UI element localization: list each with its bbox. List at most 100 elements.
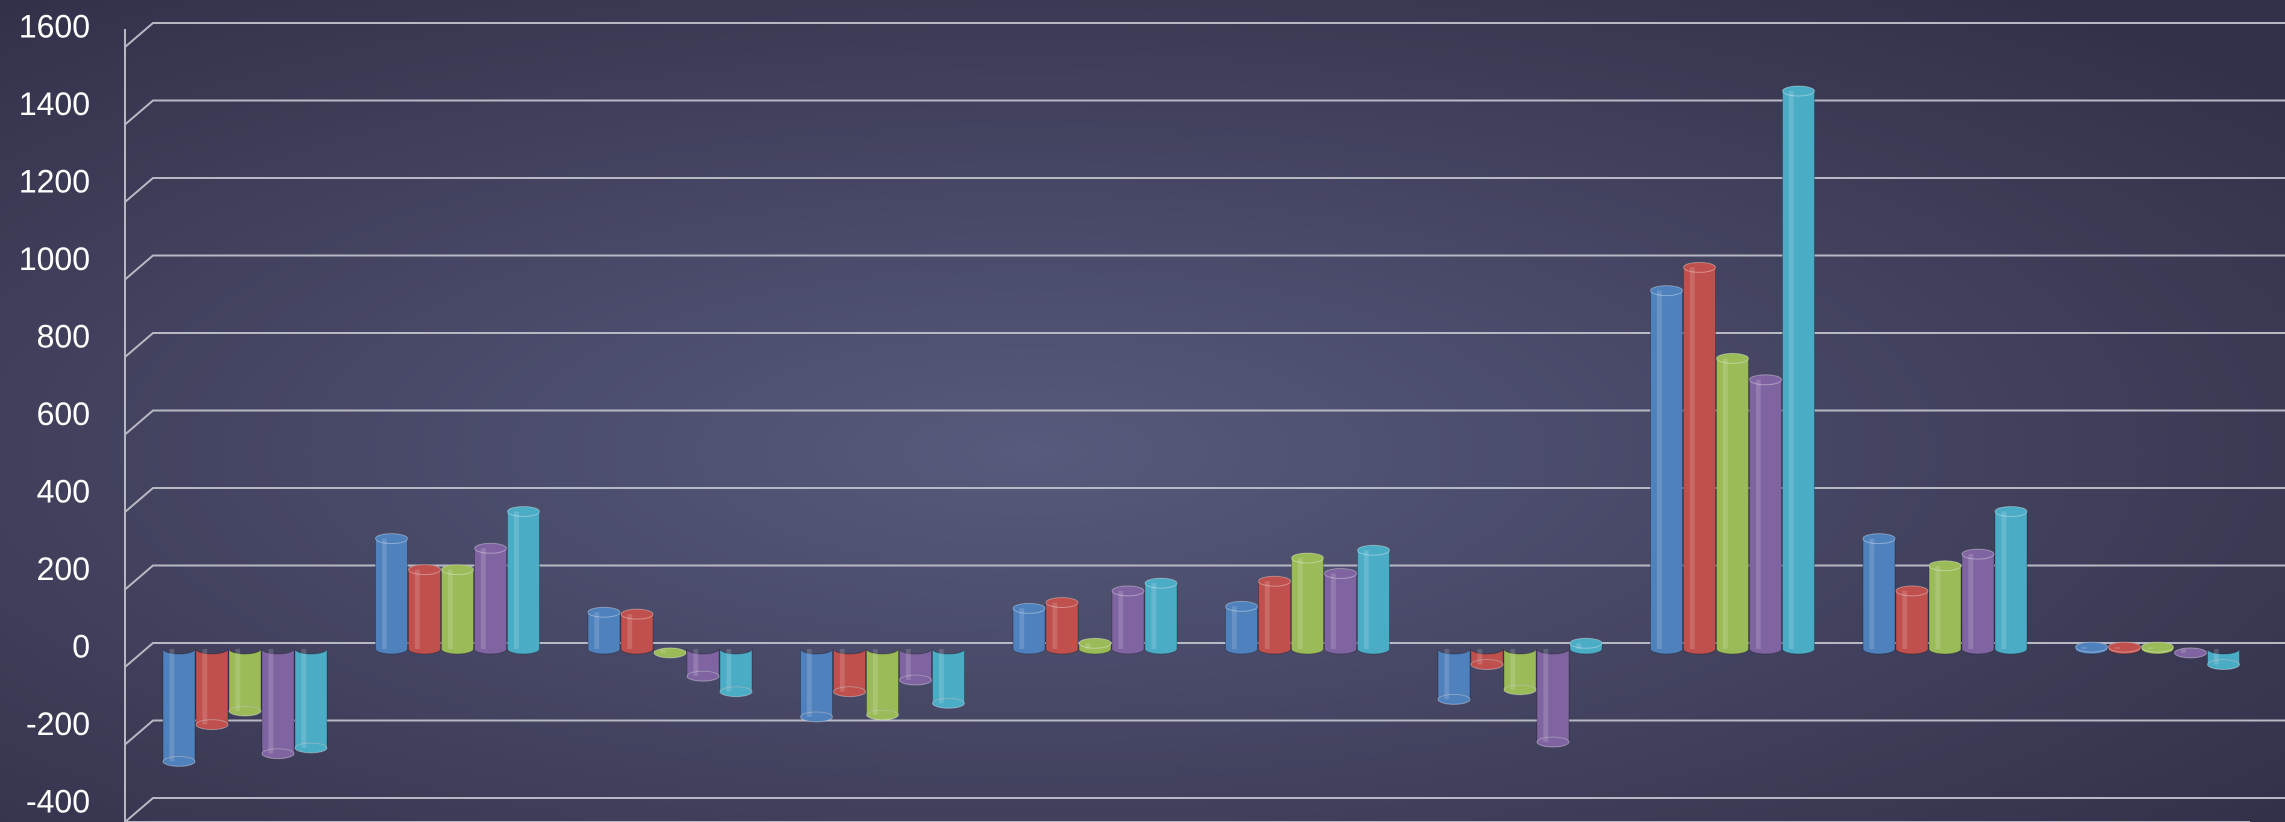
bar xyxy=(507,505,540,655)
bar-shine xyxy=(872,649,878,715)
bar-cap xyxy=(620,608,654,620)
grid-line xyxy=(124,487,2285,513)
bar-cap xyxy=(1503,684,1537,696)
bar-cap xyxy=(1650,285,1683,297)
bar-cap xyxy=(1862,533,1896,545)
bar xyxy=(441,564,474,655)
bar-cap xyxy=(2108,641,2141,653)
bar-shine xyxy=(806,649,812,717)
bar-cap xyxy=(1749,374,1782,386)
bar-cap xyxy=(1357,544,1390,556)
bar-shine xyxy=(1935,565,1941,649)
y-tick-label: 1200 xyxy=(19,163,90,199)
bar xyxy=(1928,560,1962,655)
bar-cap xyxy=(1569,637,1603,649)
bar-cap xyxy=(375,533,408,545)
bar-cap xyxy=(1994,505,2028,517)
bar xyxy=(162,648,196,762)
bar-shine xyxy=(235,649,241,711)
bar-shine xyxy=(301,649,307,748)
bar-shine xyxy=(414,569,420,649)
bar-cap xyxy=(441,564,474,576)
bar-shine xyxy=(381,538,387,649)
bar-cap xyxy=(1716,352,1749,364)
bar xyxy=(1144,577,1178,655)
bar-shine xyxy=(726,649,732,692)
bar-cap xyxy=(1324,567,1357,579)
grid-line xyxy=(124,797,2285,822)
bar-cap xyxy=(1111,585,1145,597)
bar-shine xyxy=(1330,573,1336,649)
bar-cap xyxy=(1078,637,1112,649)
bar xyxy=(408,564,441,655)
bar-cap xyxy=(474,542,507,554)
bar xyxy=(866,648,899,716)
bar-cap xyxy=(1536,736,1570,748)
bar xyxy=(1357,544,1390,655)
bar-shine xyxy=(1052,602,1058,649)
bar-cap xyxy=(1895,585,1929,597)
bar xyxy=(375,533,408,655)
bar xyxy=(1650,285,1683,655)
bar-cap xyxy=(1291,552,1324,564)
bar-cap xyxy=(800,711,833,723)
bar-shine xyxy=(905,649,911,680)
grid-line xyxy=(124,564,2285,591)
bar-cap xyxy=(587,606,621,618)
bar xyxy=(294,648,328,748)
bar-cap xyxy=(408,564,441,576)
bar-shine xyxy=(1118,590,1124,649)
bar xyxy=(1749,374,1782,655)
bar-cap xyxy=(2207,659,2240,670)
y-tick-label: 1000 xyxy=(19,241,90,277)
bar-cap xyxy=(1144,577,1178,589)
bar-shine xyxy=(2213,649,2219,665)
bar-shine xyxy=(1297,557,1303,649)
bar-shine xyxy=(1689,267,1695,649)
bar-shine xyxy=(202,649,208,725)
bar-cap xyxy=(1437,693,1471,705)
bar xyxy=(1437,648,1471,700)
bar-shine xyxy=(1510,649,1516,690)
bar xyxy=(1683,261,1716,655)
y-tick-label: 600 xyxy=(37,396,90,432)
bar xyxy=(800,648,833,717)
grid-line xyxy=(124,177,2285,203)
bar-shine xyxy=(2180,649,2186,653)
bar-cap xyxy=(2174,647,2207,659)
bar-cap xyxy=(1782,85,1815,97)
bar-cap xyxy=(833,686,866,698)
bar xyxy=(833,648,866,692)
bar-cap xyxy=(2075,641,2108,653)
grid-line xyxy=(124,22,2285,48)
bar xyxy=(1782,85,1815,655)
bar-cap xyxy=(1225,600,1258,612)
bar xyxy=(1258,575,1291,655)
bar-shine xyxy=(1019,608,1025,649)
grid-line xyxy=(124,719,2285,746)
y-tick-label: 1400 xyxy=(19,86,90,122)
bar-cap xyxy=(1961,548,1995,560)
grid-line xyxy=(124,332,2285,358)
bar-cap xyxy=(1258,575,1291,587)
bar xyxy=(1961,548,1995,655)
bar-shine xyxy=(1755,379,1761,649)
grid-line xyxy=(124,254,2285,281)
bar-shine xyxy=(447,569,453,649)
bar xyxy=(932,648,965,704)
y-tick-label: 200 xyxy=(37,551,90,587)
bar-shine xyxy=(1477,649,1483,665)
bar-shine xyxy=(839,649,845,692)
bar-shine xyxy=(1656,290,1662,649)
bar-cap xyxy=(686,670,720,682)
bar-shine xyxy=(1231,606,1237,649)
bar xyxy=(1503,648,1537,690)
bar-cap xyxy=(1683,261,1716,273)
bar-shine xyxy=(594,612,600,649)
bar-shine xyxy=(1902,590,1908,649)
bar xyxy=(1994,505,2028,655)
y-tick-label: 0 xyxy=(72,628,90,664)
bar-cap xyxy=(1012,602,1046,614)
bar-shine xyxy=(1444,649,1450,700)
bar-cap xyxy=(1045,597,1079,608)
